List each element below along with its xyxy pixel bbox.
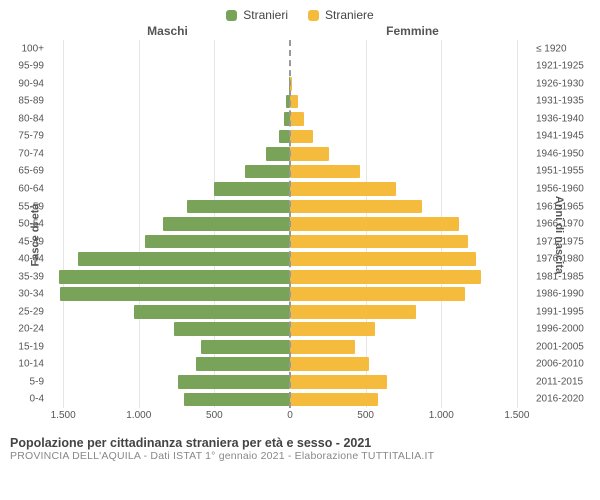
bar-container-male xyxy=(48,233,290,251)
bar-male xyxy=(174,322,290,336)
bar-male xyxy=(187,200,290,214)
bar-female xyxy=(290,200,422,214)
bar-container-female xyxy=(290,373,532,391)
bar-container-male xyxy=(48,391,290,409)
bar-container-male xyxy=(48,285,290,303)
legend: Stranieri Straniere xyxy=(0,0,600,24)
bar-container-male xyxy=(48,93,290,111)
bar-male xyxy=(184,393,290,407)
bar-container-male xyxy=(48,145,290,163)
bar-container-female xyxy=(290,75,532,93)
swatch-male xyxy=(226,10,237,21)
bar-female xyxy=(290,270,481,284)
bar-container-female xyxy=(290,128,532,146)
bar-container-female xyxy=(290,250,532,268)
legend-label-male: Stranieri xyxy=(243,8,288,22)
chart-title: Popolazione per cittadinanza straniera p… xyxy=(10,436,590,450)
bar-male xyxy=(196,357,290,371)
bar-container-male xyxy=(48,40,290,58)
bar-container-male xyxy=(48,180,290,198)
swatch-female xyxy=(308,10,319,21)
bar-container-male xyxy=(48,128,290,146)
bar-male xyxy=(59,270,290,284)
bar-female xyxy=(290,165,360,179)
bar-container-male xyxy=(48,58,290,76)
bar-container-female xyxy=(290,391,532,409)
bar-female xyxy=(290,217,459,231)
bar-male xyxy=(145,235,290,249)
legend-label-female: Straniere xyxy=(325,8,374,22)
title-male: Maschi xyxy=(0,24,290,38)
bar-container-female xyxy=(290,198,532,216)
bar-container-female xyxy=(290,145,532,163)
x-tick: 0 xyxy=(287,410,293,421)
bar-female xyxy=(290,130,313,144)
bar-container-male xyxy=(48,321,290,339)
bar-female xyxy=(290,322,375,336)
bar-female xyxy=(290,393,378,407)
legend-item-male: Stranieri xyxy=(226,8,288,22)
bar-container-female xyxy=(290,58,532,76)
x-tick: 1.000 xyxy=(429,410,454,421)
bar-container-male xyxy=(48,215,290,233)
bar-container-female xyxy=(290,268,532,286)
bar-female xyxy=(290,357,369,371)
x-tick: 1.000 xyxy=(126,410,151,421)
bar-container-female xyxy=(290,285,532,303)
bar-container-female xyxy=(290,40,532,58)
bar-container-female xyxy=(290,180,532,198)
bar-container-female xyxy=(290,338,532,356)
title-female: Femmine xyxy=(290,24,600,38)
bar-male xyxy=(178,375,290,389)
bar-male xyxy=(245,165,290,179)
bar-female xyxy=(290,252,476,266)
legend-item-female: Straniere xyxy=(308,8,374,22)
center-axis xyxy=(289,40,291,408)
bar-female xyxy=(290,375,387,389)
bar-container-male xyxy=(48,250,290,268)
column-titles: Maschi Femmine xyxy=(0,24,600,38)
bar-female xyxy=(290,305,416,319)
bar-male xyxy=(201,340,290,354)
x-tick: 1.500 xyxy=(504,410,529,421)
x-tick: 1.500 xyxy=(51,410,76,421)
bar-container-female xyxy=(290,110,532,128)
bar-male xyxy=(163,217,290,231)
bar-container-male xyxy=(48,338,290,356)
bar-container-male xyxy=(48,373,290,391)
bar-female xyxy=(290,340,355,354)
bar-container-female xyxy=(290,233,532,251)
bar-male xyxy=(214,182,290,196)
bar-male xyxy=(134,305,290,319)
x-tick: 500 xyxy=(357,410,374,421)
bar-female xyxy=(290,287,465,301)
bar-container-female xyxy=(290,356,532,374)
chart-subtitle: PROVINCIA DELL'AQUILA - Dati ISTAT 1° ge… xyxy=(10,450,590,462)
bar-container-male xyxy=(48,356,290,374)
bar-container-male xyxy=(48,110,290,128)
bar-male xyxy=(266,147,290,161)
bar-female xyxy=(290,112,304,126)
x-tick: 500 xyxy=(206,410,223,421)
chart-footer: Popolazione per cittadinanza straniera p… xyxy=(0,430,600,462)
bar-female xyxy=(290,95,298,109)
bar-container-female xyxy=(290,163,532,181)
bar-male xyxy=(78,252,290,266)
bar-container-female xyxy=(290,215,532,233)
bar-container-female xyxy=(290,93,532,111)
chart-rows: 100+≤ 192095-991921-192590-941926-193085… xyxy=(48,40,532,408)
bar-container-female xyxy=(290,303,532,321)
bar-female xyxy=(290,147,329,161)
bar-container-male xyxy=(48,303,290,321)
bar-male xyxy=(60,287,290,301)
bar-female xyxy=(290,182,396,196)
bar-female xyxy=(290,235,468,249)
x-axis: 1.500 1.000 500 0 500 1.000 1.500 xyxy=(48,410,532,426)
bar-container-male xyxy=(48,75,290,93)
bar-container-male xyxy=(48,198,290,216)
bar-container-male xyxy=(48,163,290,181)
population-pyramid: Fasce di età Anni di nascita 100+≤ 19209… xyxy=(0,40,600,430)
bar-container-male xyxy=(48,268,290,286)
bar-container-female xyxy=(290,321,532,339)
